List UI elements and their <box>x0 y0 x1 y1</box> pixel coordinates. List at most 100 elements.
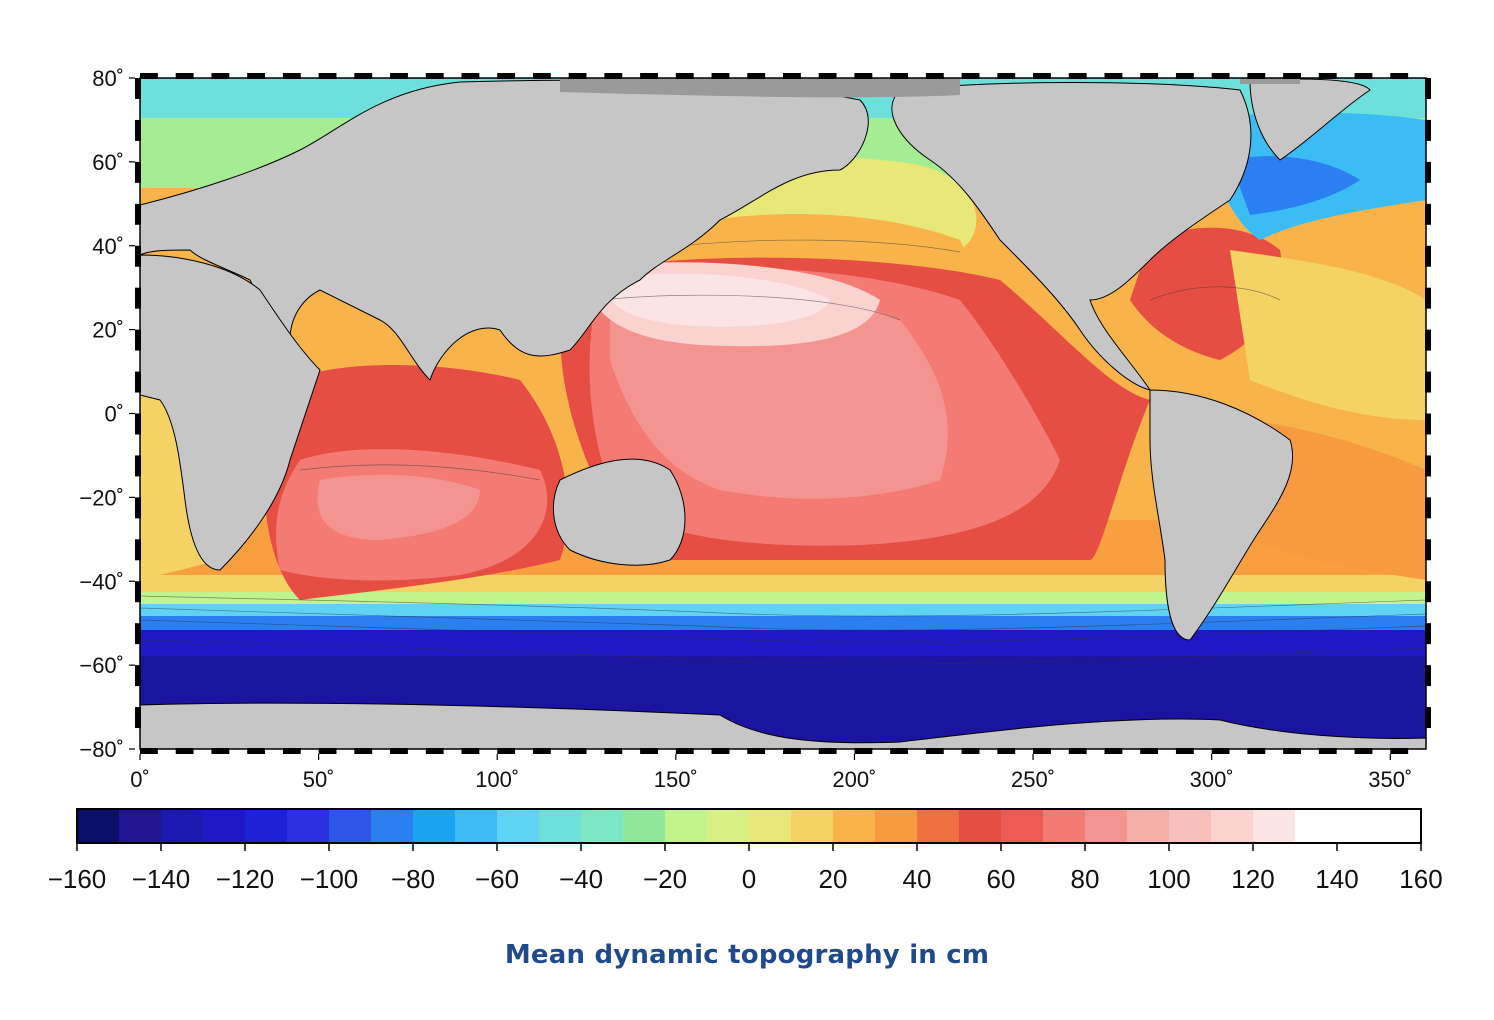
colorbar-cell <box>1211 809 1254 843</box>
map-panel <box>140 78 1426 749</box>
frame-check <box>390 73 408 79</box>
frame-check <box>461 73 480 79</box>
frame-check <box>568 748 587 754</box>
frame-check <box>135 581 141 603</box>
frame-check <box>640 73 658 79</box>
x-tick-label: 0˚ <box>130 767 150 792</box>
frame-check <box>854 73 873 79</box>
colorbar-cell <box>791 809 834 843</box>
colorbar-tick-label: −40 <box>559 864 603 894</box>
x-tick-label: 350˚ <box>1368 767 1412 792</box>
y-tick-label: −60˚ <box>79 653 124 678</box>
colorbar-tick-label: −20 <box>643 864 687 894</box>
frame-check <box>1425 329 1431 351</box>
frame-check <box>140 73 158 79</box>
frame-check <box>1247 748 1266 754</box>
frame-check <box>997 73 1016 79</box>
colorbar-cell <box>371 809 414 843</box>
frame-check <box>1104 748 1123 754</box>
colorbar-cell <box>497 809 540 843</box>
frame-check <box>675 73 694 79</box>
frame-check <box>747 73 766 79</box>
colorbar-tick-label: −160 <box>48 864 107 894</box>
colorbar-cell <box>1337 809 1380 843</box>
land-africa <box>140 254 321 571</box>
frame-check <box>247 73 266 79</box>
frame-check <box>1425 623 1431 645</box>
frame-check <box>1425 119 1431 141</box>
colorbar-cell <box>1001 809 1044 843</box>
frame-check <box>1068 73 1087 79</box>
frame-check <box>925 748 944 754</box>
frame-check <box>854 748 873 754</box>
frame-check <box>1425 707 1431 729</box>
frame-check <box>135 497 141 519</box>
frame-check <box>747 748 766 754</box>
frame-check <box>135 371 141 393</box>
colorbar-cell <box>161 809 204 843</box>
frame-check <box>175 73 194 79</box>
colorbar-cell <box>413 809 456 843</box>
colorbar-cell <box>1379 809 1422 843</box>
frame-check <box>135 455 141 477</box>
y-tick-label: 60˚ <box>92 150 124 175</box>
colorbar-cell <box>1043 809 1086 843</box>
y-tick-label: −20˚ <box>79 485 124 510</box>
y-tick-label: 40˚ <box>92 234 124 259</box>
colorbar-cell <box>581 809 624 843</box>
frame-check <box>604 73 623 79</box>
frame-check <box>1175 73 1194 79</box>
colorbar-cell <box>917 809 960 843</box>
frame-check <box>1175 748 1194 754</box>
frame-check <box>135 203 141 225</box>
frame-check <box>135 78 141 99</box>
frame-check <box>1425 581 1431 603</box>
frame-check <box>282 748 301 754</box>
colorbar-tick-label: 0 <box>742 864 756 894</box>
frame-check <box>1033 73 1051 79</box>
frame-check <box>135 413 141 435</box>
colorbar-cell <box>1127 809 1170 843</box>
colorbar-tick-label: 80 <box>1071 864 1100 894</box>
frame-check <box>961 73 980 79</box>
colorbar-cell <box>539 809 582 843</box>
frame-check <box>925 73 944 79</box>
frame-check <box>140 748 158 754</box>
colorbar-cell <box>245 809 288 843</box>
frame-check <box>1211 748 1230 754</box>
colorbar-cell <box>665 809 708 843</box>
x-tick-label: 300˚ <box>1190 767 1234 792</box>
frame-check <box>175 748 194 754</box>
colorbar-cell <box>875 809 918 843</box>
frame-check <box>135 539 141 561</box>
frame-check <box>1425 455 1431 477</box>
colorbar-tick-label: −60 <box>475 864 519 894</box>
frame-check <box>1425 371 1431 393</box>
frame-check <box>354 73 373 79</box>
y-tick-label: 20˚ <box>92 318 124 343</box>
colorbar-tick-label: 120 <box>1231 864 1274 894</box>
frame-check <box>211 73 230 79</box>
frame-check <box>1033 748 1051 754</box>
frame-check <box>1104 73 1123 79</box>
frame-check <box>1068 748 1087 754</box>
map-frame <box>135 73 1431 754</box>
frame-check <box>1425 497 1431 519</box>
frame-check <box>354 748 373 754</box>
frame-check <box>247 748 266 754</box>
frame-check <box>1425 161 1431 183</box>
colorbar-tick-label: 60 <box>987 864 1016 894</box>
frame-check <box>1425 413 1431 435</box>
frame-check <box>282 73 301 79</box>
colorbar-tick-label: 140 <box>1315 864 1358 894</box>
y-tick-label: −80˚ <box>79 737 124 762</box>
frame-check <box>783 73 801 79</box>
colorbar-tick-label: 20 <box>819 864 848 894</box>
land-south-america <box>1149 389 1294 641</box>
colorbar-cell <box>833 809 876 843</box>
frame-check <box>532 748 551 754</box>
colorbar: −160 −140 −120 −100 −80 −60 −40 −20 0 20 40 60 80 100… <box>48 808 1443 894</box>
frame-check <box>1390 73 1409 79</box>
colorbar-cell <box>1085 809 1128 843</box>
figure-caption: Mean dynamic topography in cm <box>504 940 990 970</box>
